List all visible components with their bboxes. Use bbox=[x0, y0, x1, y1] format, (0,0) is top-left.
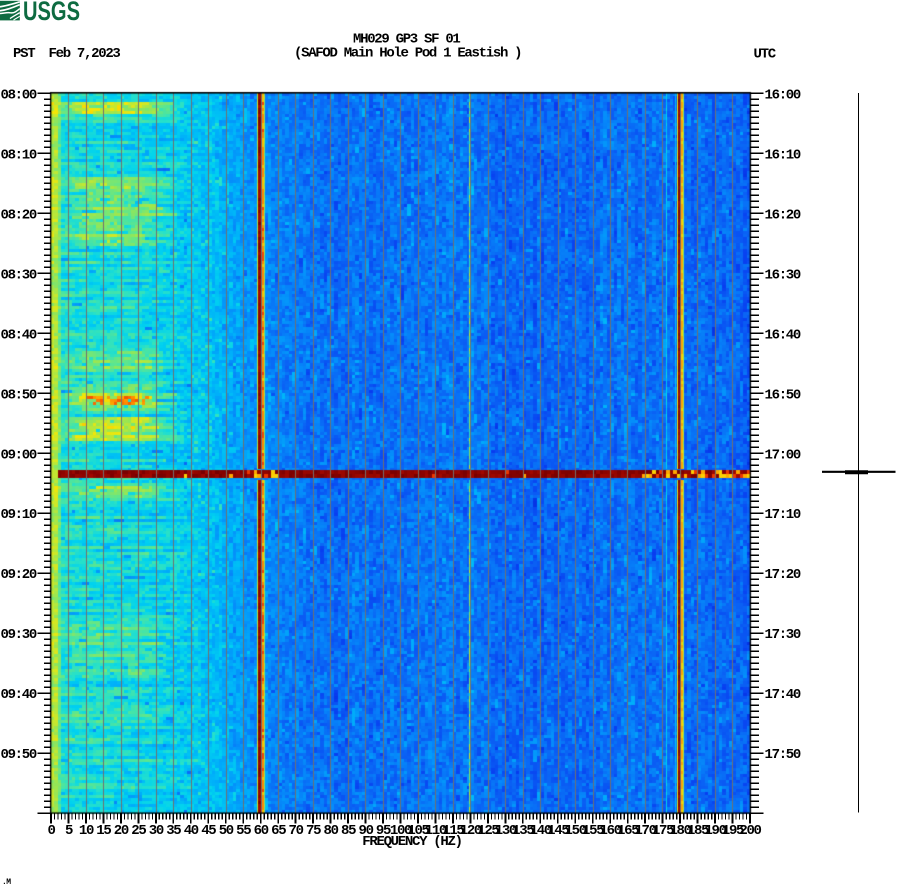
svg-text:50: 50 bbox=[219, 823, 234, 839]
svg-text:5: 5 bbox=[65, 823, 73, 839]
svg-text:175: 175 bbox=[652, 823, 674, 839]
svg-text:08:00: 08:00 bbox=[0, 87, 36, 103]
svg-text:08:30: 08:30 bbox=[0, 267, 36, 283]
svg-text:08:20: 08:20 bbox=[0, 207, 36, 223]
svg-text:135: 135 bbox=[512, 823, 534, 839]
svg-text:09:30: 09:30 bbox=[0, 627, 36, 643]
svg-text:.M: .M bbox=[2, 878, 11, 887]
svg-text:165: 165 bbox=[617, 823, 639, 839]
svg-text:85: 85 bbox=[341, 823, 356, 839]
svg-text:155: 155 bbox=[582, 823, 604, 839]
svg-text:80: 80 bbox=[323, 823, 338, 839]
svg-text:09:10: 09:10 bbox=[0, 507, 36, 523]
svg-text:190: 190 bbox=[704, 823, 726, 839]
svg-text:120: 120 bbox=[460, 823, 482, 839]
svg-text:160: 160 bbox=[600, 823, 622, 839]
svg-text:20: 20 bbox=[114, 823, 129, 839]
svg-text:105: 105 bbox=[407, 823, 429, 839]
svg-text:125: 125 bbox=[477, 823, 499, 839]
svg-text:USGS: USGS bbox=[23, 0, 80, 26]
svg-text:08:50: 08:50 bbox=[0, 387, 36, 403]
svg-text:UTC: UTC bbox=[754, 47, 777, 63]
svg-text:16:50: 16:50 bbox=[765, 387, 801, 403]
svg-text:08:10: 08:10 bbox=[0, 147, 36, 163]
svg-text:0: 0 bbox=[47, 823, 55, 839]
svg-text:140: 140 bbox=[530, 823, 552, 839]
svg-text:16:30: 16:30 bbox=[765, 267, 801, 283]
svg-text:55: 55 bbox=[236, 823, 251, 839]
svg-text:40: 40 bbox=[184, 823, 199, 839]
svg-text:15: 15 bbox=[96, 823, 111, 839]
svg-text:45: 45 bbox=[201, 823, 216, 839]
svg-text:PST Feb 7,2023: PST Feb 7,2023 bbox=[13, 46, 120, 62]
svg-text:08:40: 08:40 bbox=[0, 327, 36, 343]
svg-text:16:20: 16:20 bbox=[765, 207, 801, 223]
svg-text:09:20: 09:20 bbox=[0, 567, 36, 583]
svg-text:110: 110 bbox=[425, 823, 447, 839]
svg-text:70: 70 bbox=[288, 823, 303, 839]
svg-text:09:40: 09:40 bbox=[0, 687, 36, 703]
svg-text:130: 130 bbox=[495, 823, 517, 839]
svg-text:95: 95 bbox=[376, 823, 391, 839]
svg-text:195: 195 bbox=[722, 823, 744, 839]
svg-text:90: 90 bbox=[358, 823, 373, 839]
svg-text:185: 185 bbox=[687, 823, 709, 839]
svg-text:09:50: 09:50 bbox=[0, 747, 36, 763]
svg-text:200: 200 bbox=[739, 823, 761, 839]
svg-text:16:00: 16:00 bbox=[765, 87, 801, 103]
svg-text:115: 115 bbox=[442, 823, 464, 839]
svg-text:30: 30 bbox=[149, 823, 164, 839]
svg-text:FREQUENCY (HZ): FREQUENCY (HZ) bbox=[362, 834, 461, 850]
svg-text:(SAFOD Main Hole Pod 1 Eastish: (SAFOD Main Hole Pod 1 Eastish ) bbox=[294, 46, 521, 62]
svg-text:17:00: 17:00 bbox=[765, 447, 801, 463]
svg-text:180: 180 bbox=[669, 823, 691, 839]
svg-text:10: 10 bbox=[79, 823, 94, 839]
svg-text:65: 65 bbox=[271, 823, 286, 839]
svg-text:17:40: 17:40 bbox=[765, 687, 801, 703]
svg-text:60: 60 bbox=[254, 823, 269, 839]
svg-text:16:40: 16:40 bbox=[765, 327, 801, 343]
svg-text:17:50: 17:50 bbox=[765, 747, 801, 763]
svg-text:150: 150 bbox=[565, 823, 587, 839]
svg-text:170: 170 bbox=[634, 823, 656, 839]
svg-text:35: 35 bbox=[166, 823, 181, 839]
svg-text:17:30: 17:30 bbox=[765, 627, 801, 643]
svg-text:100: 100 bbox=[390, 823, 412, 839]
svg-text:25: 25 bbox=[131, 823, 146, 839]
svg-text:17:20: 17:20 bbox=[765, 567, 801, 583]
svg-text:145: 145 bbox=[547, 823, 569, 839]
svg-text:16:10: 16:10 bbox=[765, 147, 801, 163]
svg-text:09:00: 09:00 bbox=[0, 447, 36, 463]
svg-text:MH029 GP3 SF 01: MH029 GP3 SF 01 bbox=[353, 31, 460, 47]
svg-text:17:10: 17:10 bbox=[765, 507, 801, 523]
svg-text:75: 75 bbox=[306, 823, 321, 839]
